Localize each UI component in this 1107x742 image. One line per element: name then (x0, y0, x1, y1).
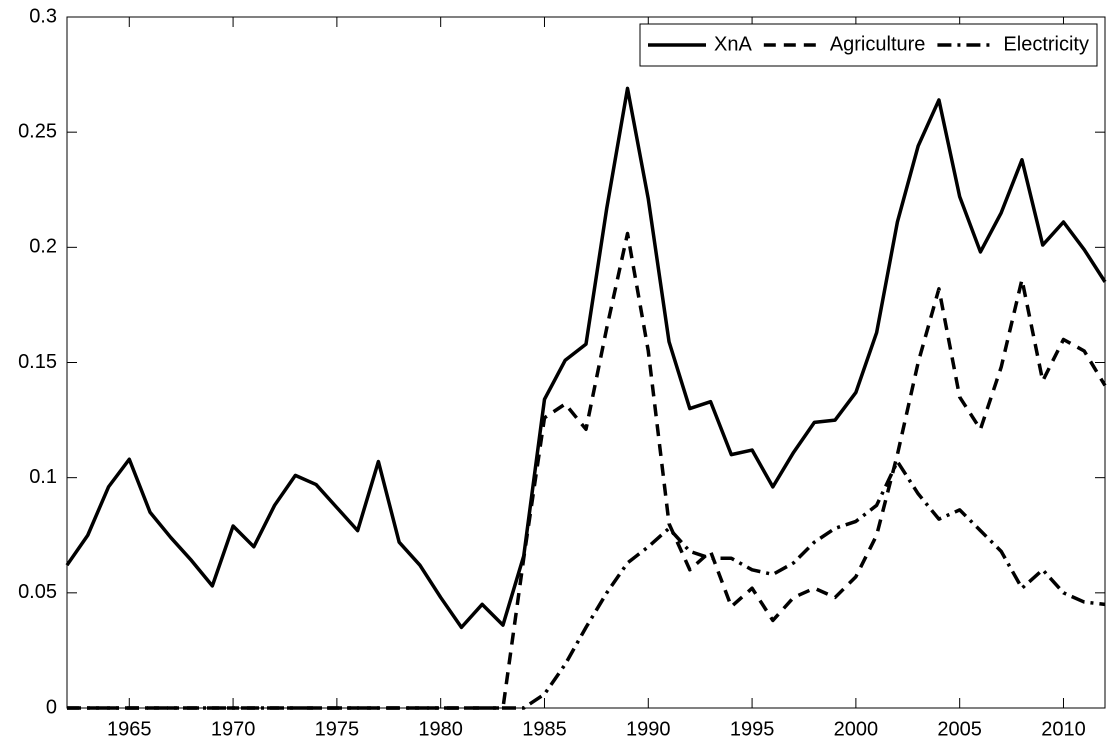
x-tick-label: 1990 (626, 718, 671, 740)
legend-label: XnA (714, 33, 752, 55)
y-tick-label: 0 (46, 696, 57, 718)
x-tick-label: 1970 (211, 718, 256, 740)
y-tick-label: 0.2 (29, 236, 57, 258)
plot-frame (66, 16, 1106, 709)
y-tick-label: 0.15 (18, 351, 57, 373)
series-line (67, 459, 1106, 710)
series-line (65, 86, 1107, 630)
legend-label: Electricity (1003, 33, 1089, 55)
legend: XnA Agriculture Electricity (639, 23, 1098, 67)
x-tick-label: 1995 (730, 718, 775, 740)
x-tick-label: 1980 (418, 718, 463, 740)
legend-label: Agriculture (830, 33, 926, 55)
legend-box (639, 23, 1098, 67)
x-tick-label: 2010 (1041, 718, 1086, 740)
y-tick-label: 0.1 (29, 466, 57, 488)
x-tick-label: 2000 (834, 718, 879, 740)
x-tick-label: 1965 (107, 718, 152, 740)
y-tick-label: 0.05 (18, 581, 57, 603)
x-tick-label: 1985 (522, 718, 567, 740)
x-tick-label: 1975 (315, 718, 360, 740)
y-tick-label: 0.3 (29, 5, 57, 27)
x-tick-label: 2005 (937, 718, 982, 740)
series-line (67, 231, 1107, 710)
y-tick-label: 0.25 (18, 120, 57, 142)
